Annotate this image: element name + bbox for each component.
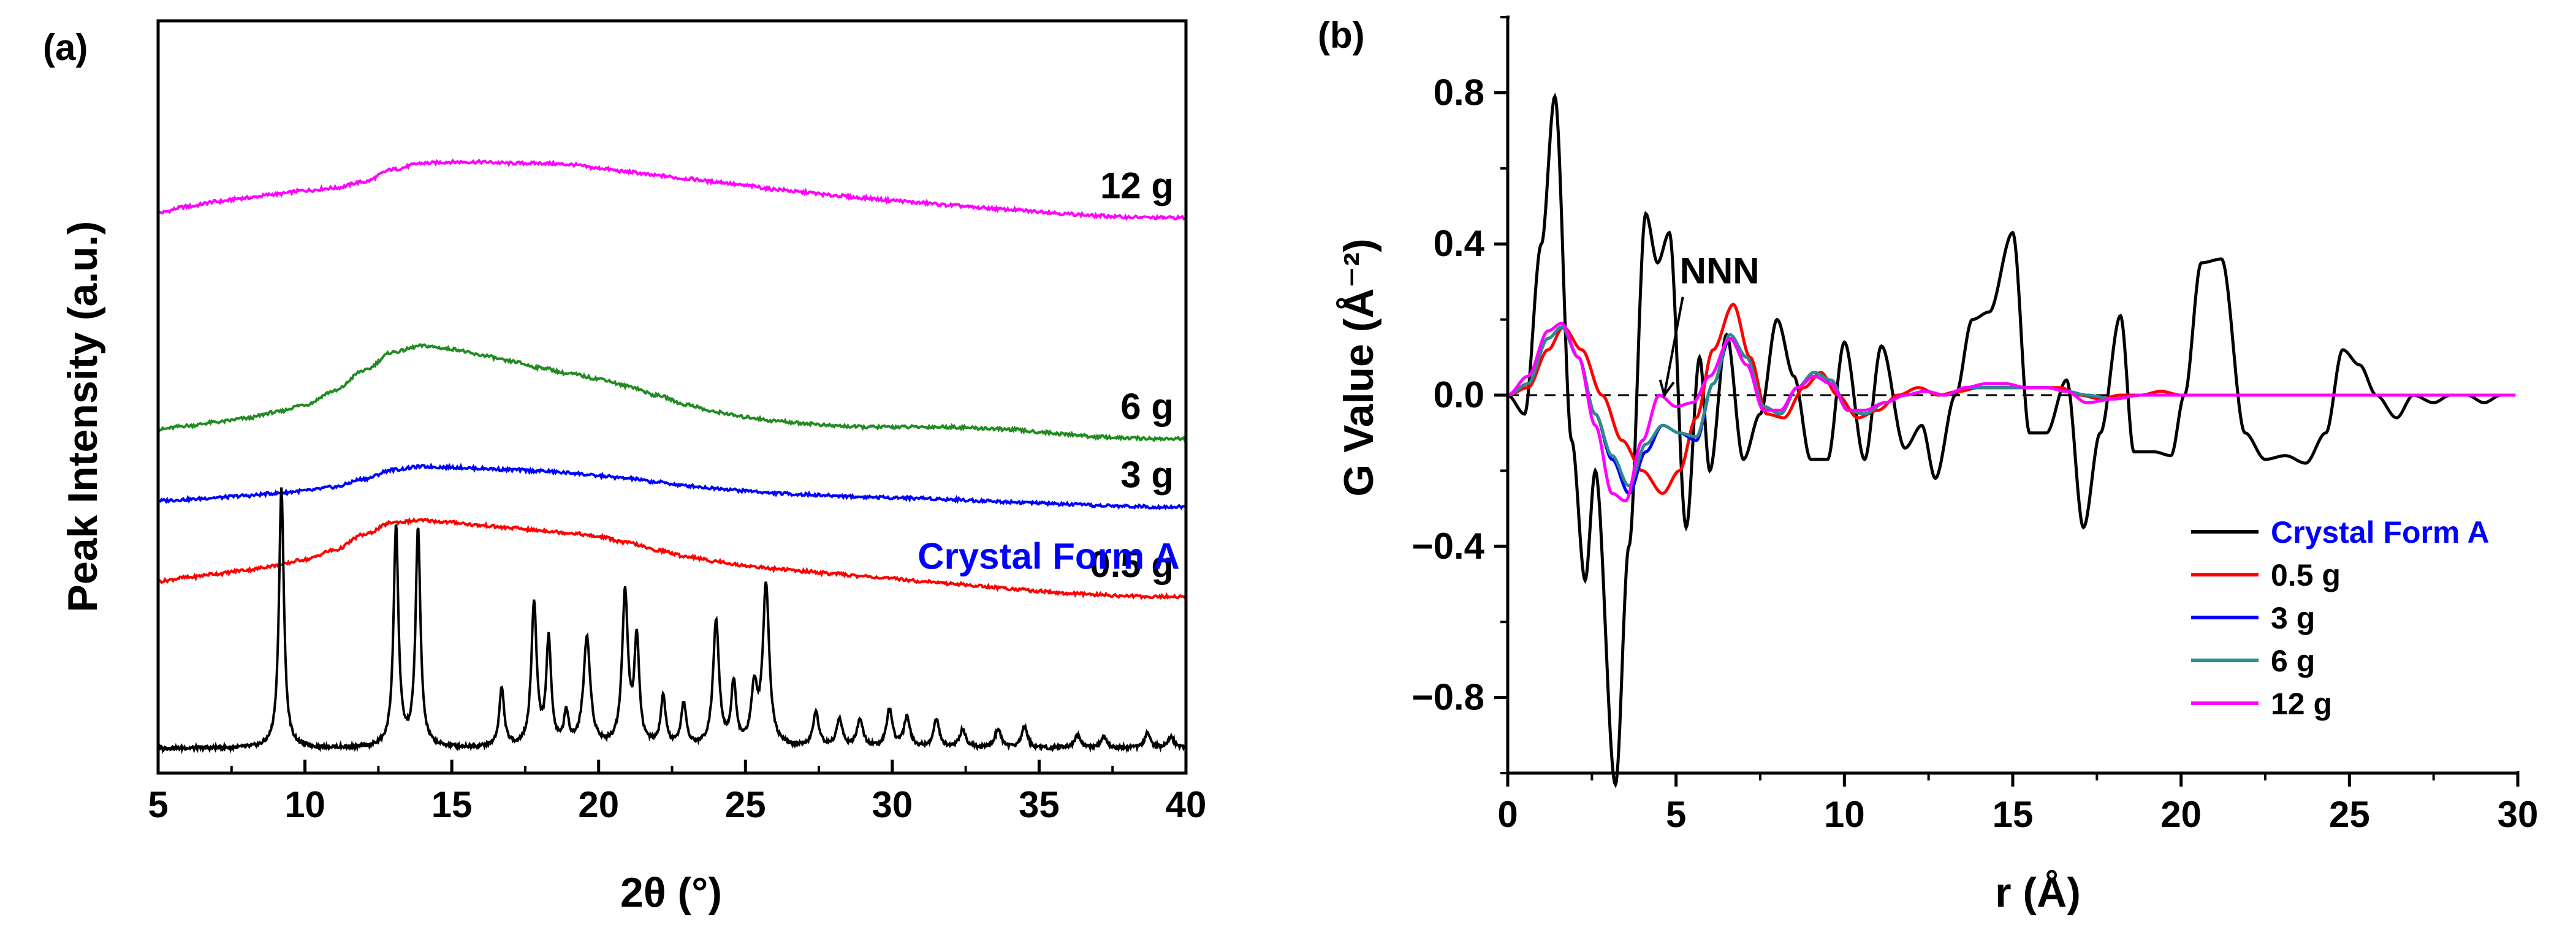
panel-a-x-tick-label: 10 bbox=[284, 784, 325, 825]
panel-b-x-tick-label: 10 bbox=[1824, 794, 1865, 835]
panel-b-legend-label: Crystal Form A bbox=[2271, 515, 2490, 550]
panel-a-series-line-12-g bbox=[157, 158, 1187, 221]
panel-a-x-tick-label: 35 bbox=[1019, 784, 1060, 825]
panel-b-y-tick-label: 0.0 bbox=[1434, 374, 1484, 415]
panel-a-series-label-6-g: 6 g bbox=[1120, 386, 1174, 427]
panel-b-axes: 0 5 10 15 20 25 30 −0.8 −0.4 0.0 0.4 0.8 bbox=[1412, 15, 2539, 835]
panel-a-x-tick-label: 20 bbox=[578, 784, 619, 825]
panel-a-series-line-3-g bbox=[158, 462, 1187, 510]
panel-a-series-label-crystal-form-a: Crystal Form A bbox=[918, 535, 1180, 576]
panel-b-series-line-0-5-g bbox=[1507, 303, 2518, 495]
panel-b-annotation-arrowhead bbox=[1658, 379, 1675, 398]
panel-b-series-line-12-g bbox=[1507, 322, 2518, 503]
panel-a-series-line-crystal-form-a bbox=[157, 487, 1187, 755]
panel-b-annotation-arrow bbox=[1663, 297, 1684, 396]
panel-b-y-tick-label: −0.4 bbox=[1412, 526, 1485, 567]
panel-b-annotation: NNN bbox=[1658, 251, 1760, 398]
panel-b-legend-label: 3 g bbox=[2271, 601, 2315, 635]
panel-b-series bbox=[1507, 93, 2518, 788]
panel-b-x-axis-label: r (Å) bbox=[1995, 869, 2081, 916]
panel-b-x-tick-label: 25 bbox=[2329, 794, 2370, 835]
panel-a-series-line-6-g bbox=[158, 343, 1187, 444]
panel-b-series-line-3-g bbox=[1507, 325, 2518, 496]
panel-a-series-line-0-5-g bbox=[157, 517, 1187, 600]
panel-b-x-tick-label: 5 bbox=[1666, 794, 1686, 835]
panel-a-x-tick-label: 30 bbox=[872, 784, 913, 825]
panel-b-legend: Crystal Form A 0.5 g 3 g 6 g 12 g bbox=[2191, 515, 2490, 721]
panel-a-x-tick-label: 15 bbox=[431, 784, 473, 825]
panel-b-x-tick-label: 20 bbox=[2160, 794, 2202, 835]
panel-a-x-tick-label: 5 bbox=[148, 784, 168, 825]
panel-b-pdf: (b) 0 5 10 15 20 25 30 −0.8 −0.4 0.0 0.4 0.8 NNN Cr… bbox=[1318, 15, 2538, 916]
panel-b-x-tick-label: 30 bbox=[2498, 794, 2539, 835]
panel-a-x-axis-label: 2θ (°) bbox=[620, 869, 722, 916]
panel-b-label: (b) bbox=[1318, 15, 1365, 56]
panel-a-series-label-12-g: 12 g bbox=[1100, 165, 1174, 206]
panel-a-x-tick-label: 40 bbox=[1166, 784, 1207, 825]
panel-b-legend-label: 6 g bbox=[2271, 644, 2315, 678]
panel-b-y-tick-label: 0.4 bbox=[1434, 223, 1485, 264]
panel-b-legend-label: 0.5 g bbox=[2271, 558, 2341, 592]
panel-a-axes: 5 10 15 20 25 30 35 40 bbox=[148, 19, 1207, 825]
panel-b-legend-label: 12 g bbox=[2271, 687, 2332, 721]
panel-b-annotation-label: NNN bbox=[1680, 251, 1760, 292]
panel-b-y-axis-label: G Value (Å⁻²) bbox=[1335, 238, 1382, 496]
panel-b-x-tick-label: 15 bbox=[1993, 794, 2034, 835]
panel-a-series-label-0-5-g: 0.5 g bbox=[1090, 544, 1174, 585]
panel-a-x-tick-label: 25 bbox=[725, 784, 766, 825]
panel-a-plot-frame bbox=[156, 19, 1188, 775]
panel-a-label: (a) bbox=[43, 27, 88, 68]
panel-a-series-label-3-g: 3 g bbox=[1120, 454, 1174, 495]
panel-a-y-axis-label: Peak Intensity (a.u.) bbox=[59, 221, 106, 613]
panel-b-x-tick-label: 0 bbox=[1497, 794, 1518, 835]
panel-b-series-line-6-g bbox=[1507, 325, 2518, 488]
panel-b-y-tick-label: −0.8 bbox=[1412, 677, 1484, 718]
panel-b-series-line-crystal-form-a bbox=[1507, 93, 2518, 788]
panel-b-y-tick-label: 0.8 bbox=[1434, 72, 1484, 113]
